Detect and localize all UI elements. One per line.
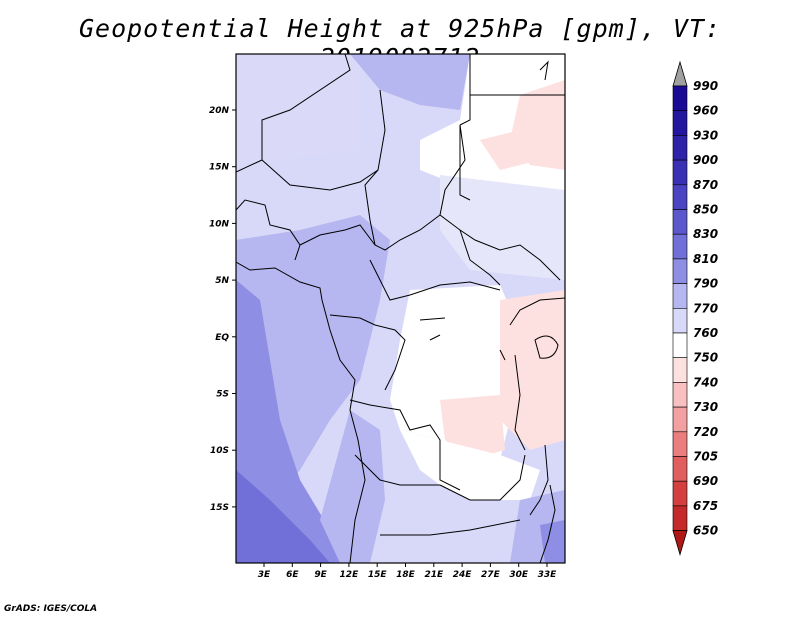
x-tick-label: 18E — [396, 570, 416, 580]
colorbar-level-label: 675 — [693, 499, 718, 513]
atlantic-coastline — [236, 261, 366, 563]
border-mozambique — [539, 484, 556, 563]
border-cameroon-car-sudan — [299, 214, 501, 286]
field-region-great-lakes-pink — [500, 290, 565, 450]
field-region-katanga-pink — [440, 395, 505, 460]
colorbar-swatch — [672, 406, 688, 433]
colorbar-level-label: 760 — [693, 326, 718, 340]
border-zambia — [439, 454, 526, 501]
field-region-egypt-white — [420, 54, 565, 205]
colorbar-level-label: 810 — [693, 252, 718, 266]
border-car-drc — [369, 259, 501, 301]
y-axis-ticks: 20N 15N 10N 5N EQ 5S 10S 15S — [209, 106, 236, 513]
colorbar-swatch — [672, 159, 688, 186]
colorbar-level-label: 990 — [693, 79, 718, 93]
colorbar-swatch — [672, 357, 688, 383]
x-tick-label: 9E — [314, 570, 327, 580]
border-chad-sudan — [439, 124, 471, 216]
y-tick-label: 10N — [209, 219, 230, 229]
border-gabon-congo — [329, 314, 406, 391]
border-south-sudan — [459, 229, 561, 281]
colorbar-swatch — [672, 135, 688, 161]
colorbar-level-label: 770 — [693, 301, 718, 315]
border-niger-chad — [364, 89, 386, 246]
x-tick-label: 6E — [286, 570, 299, 580]
shaded-field — [236, 54, 565, 563]
colorbar-swatch — [672, 480, 688, 507]
colorbar-swatch — [672, 307, 688, 334]
y-tick-label: 15N — [209, 163, 230, 173]
grads-credit: GrADS: IGES/COLA — [4, 604, 98, 614]
colorbar-level-label: 830 — [693, 227, 718, 241]
field-region-sudan-pink — [480, 130, 540, 170]
x-tick-label: 3E — [258, 570, 271, 580]
colorbar-swatch — [672, 258, 688, 284]
gulf-of-suez — [539, 60, 549, 81]
x-tick-label: 33E — [538, 570, 558, 580]
x-tick-label: 30E — [509, 570, 529, 580]
border-egypt-sudan — [469, 54, 565, 96]
country-borders — [236, 54, 565, 563]
rivers-lakes — [419, 317, 506, 361]
border-uganda — [509, 297, 565, 326]
x-axis-ticks: 3E 6E 9E 12E 15E 18E 21E 24E 27E 30E 33E — [258, 563, 557, 580]
colorbar-swatch — [672, 184, 688, 210]
field-region-mozambique-deep — [540, 520, 565, 563]
colorbar-swatch — [672, 85, 688, 112]
x-tick-label: 15E — [368, 570, 388, 580]
colorbar-level-label: 790 — [693, 277, 718, 291]
y-tick-label: EQ — [215, 333, 229, 343]
x-tick-label: 12E — [340, 570, 360, 580]
field-region-zambia-white — [400, 430, 540, 500]
y-tick-label: 15S — [210, 503, 229, 513]
colorbar-top-triangle — [672, 60, 688, 87]
colorbar-swatch — [672, 233, 688, 260]
colorbar-level-label: 650 — [693, 524, 718, 538]
colorbar-swatch — [672, 382, 688, 408]
colorbar-bottom-triangle — [672, 530, 688, 557]
colorbar-swatch — [672, 209, 688, 235]
colorbar-level-label: 690 — [693, 474, 718, 488]
colorbar-level-label: 960 — [693, 104, 718, 118]
border-mali-niger — [261, 159, 379, 191]
y-tick-label: 5S — [216, 390, 229, 400]
colorbar-swatch — [672, 110, 688, 136]
border-lake-tanganyika — [514, 354, 526, 451]
field-region-tibesti — [350, 54, 470, 110]
colorbar: 990 960 930 900 870 850 830 810 790 770 760 750 740 7… — [672, 60, 718, 557]
map-frame — [235, 53, 566, 564]
y-tick-label: 10S — [210, 446, 229, 456]
border-malawi — [529, 444, 549, 516]
field-region-atlantic — [236, 280, 360, 563]
colorbar-level-label: 750 — [693, 351, 718, 365]
border-botswana — [380, 519, 521, 536]
border-drc-angola — [349, 399, 461, 491]
x-tick-label: 27E — [481, 570, 501, 580]
colorbar-level-label: 900 — [693, 153, 718, 167]
colorbar-swatch — [672, 283, 688, 309]
field-region-angola-coast — [320, 410, 385, 563]
colorbar-level-label: 730 — [693, 400, 718, 414]
colorbar-level-label: 870 — [693, 178, 718, 192]
colorbar-level-label: 720 — [693, 425, 718, 439]
colorbar-level-label: 705 — [693, 450, 718, 464]
colorbar-level-label: 740 — [693, 375, 718, 389]
field-region-atlantic-deep — [236, 470, 330, 563]
border-angola-namibia — [354, 454, 440, 486]
colorbar-swatch — [672, 431, 688, 457]
x-tick-label: 21E — [424, 570, 444, 580]
colorbar-swatch — [672, 456, 688, 482]
colorbar-level-label: 850 — [693, 203, 718, 217]
y-tick-label: 5N — [215, 276, 229, 286]
field-region-sahara-west — [236, 54, 360, 165]
colorbar-swatch — [672, 332, 688, 359]
lake-victoria — [534, 335, 559, 359]
colorbar-level-label: 930 — [693, 128, 718, 142]
field-region-sudan-light — [440, 175, 565, 280]
x-tick-label: 24E — [453, 570, 473, 580]
border-algeria-mali — [236, 54, 351, 173]
colorbar-swatch — [672, 505, 688, 531]
y-tick-label: 20N — [209, 106, 230, 116]
